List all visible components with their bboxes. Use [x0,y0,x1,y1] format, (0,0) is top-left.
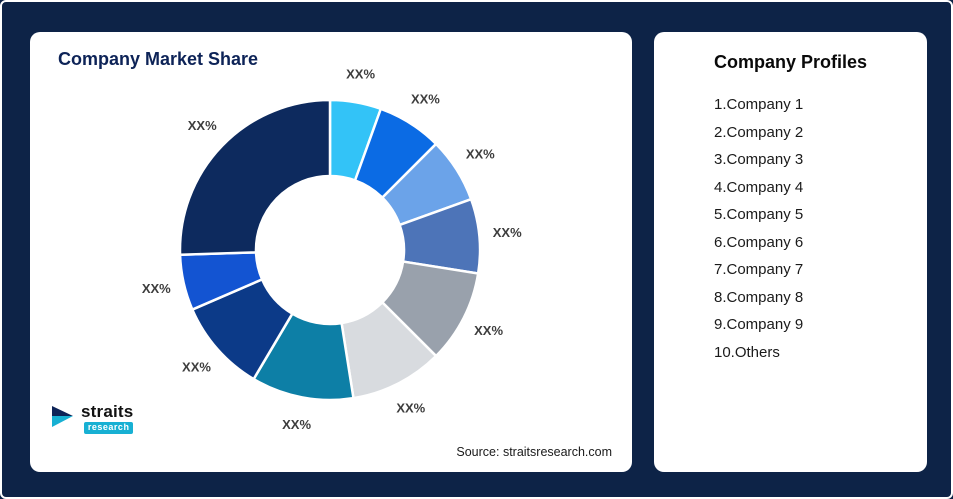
profile-list-item: 3.Company 3 [714,151,804,168]
donut-chart: XX% XX% XX% XX% XX% XX% XX% XX% XX% XX% [30,32,632,472]
profiles-list: 1.Company 1 2.Company 2 3.Company 3 4.Compa… [654,91,927,366]
profile-list-item: 8.Company 8 [714,288,804,306]
company-profiles-card: Company Profiles 1.Company 1 2.Company 2 3… [654,32,927,472]
slice-value-label: XX% [411,92,440,107]
chart-title: Company Market Share [58,49,259,69]
slice-value-label: XX% [396,401,425,416]
slice-value-label: XX% [188,118,217,133]
logo-text: straits research [81,402,134,434]
donut-slice-others [178,98,332,256]
profile-list-item: 9.Company 9 [714,316,804,333]
slice-value-label: XX% [474,323,503,338]
profile-list-item: 4.Company 4 [714,178,804,196]
slice-value-label: XX% [142,281,171,296]
slice-value-label: XX% [282,417,311,432]
market-share-card: Company Market Share XX% XX% XX% XX% XX% XX% X… [30,32,632,472]
profile-list-item: 5.Company 5 [714,206,804,223]
profile-list-item: 1.Company 1 [714,96,804,113]
logo-tagline: research [83,422,134,434]
profile-list-item: 10.Others [714,343,780,361]
profile-list-item: 6.Company 6 [714,233,804,251]
logo-name: straits [81,402,134,421]
profile-list-item: 7.Company 7 [714,261,804,278]
slice-value-label: XX% [493,225,522,240]
donut-chart-svg: XX% XX% XX% XX% XX% XX% XX% XX% XX% XX% [142,67,522,432]
profiles-title: Company Profiles [713,52,868,72]
source-attribution: Source: straitsresearch.com [456,445,612,459]
profile-list-item: 2.Company 2 [714,123,804,141]
straits-logo-icon [50,403,76,434]
slice-value-label: XX% [466,147,495,162]
slice-value-label: XX% [182,360,211,375]
straits-research-logo: straits research [50,402,134,434]
slice-value-label: XX% [346,67,375,82]
